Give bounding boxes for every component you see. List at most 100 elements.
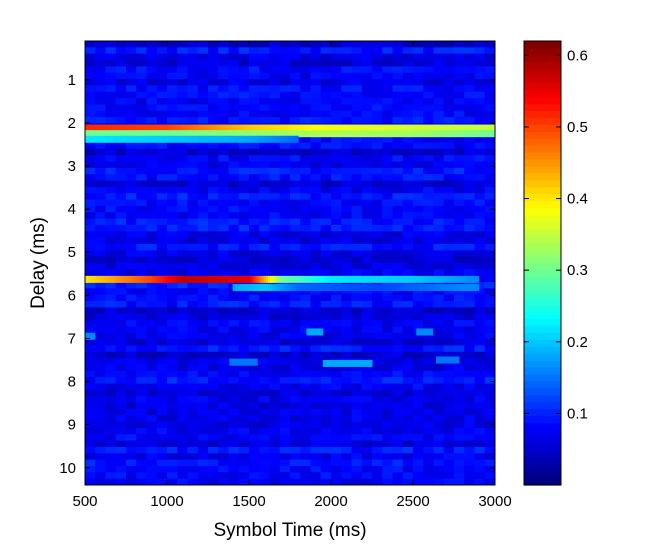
heatmap-cell: [269, 396, 281, 404]
heatmap-cell: [146, 167, 158, 175]
heatmap-cell: [392, 243, 404, 251]
heatmap-cell: [259, 434, 271, 442]
heatmap-cell: [392, 339, 404, 347]
heatmap-cell: [433, 307, 445, 315]
heatmap-cell: [331, 256, 342, 264]
feature-segment: [427, 124, 430, 132]
heatmap-cell: [279, 370, 291, 378]
heatmap-cell: [341, 301, 353, 308]
feature-segment: [449, 275, 452, 283]
heatmap-cell: [474, 478, 486, 485]
feature-segment: [266, 284, 269, 292]
heatmap-cell: [187, 91, 199, 99]
heatmap-cell: [187, 402, 199, 410]
heatmap-cell: [433, 389, 445, 397]
heatmap-cell: [454, 307, 465, 315]
feature-segment: [124, 124, 127, 132]
heatmap-cell: [156, 85, 168, 93]
feature-segment: [236, 275, 240, 283]
heatmap-cell: [484, 60, 495, 67]
heatmap-cell: [341, 199, 353, 207]
heatmap-cell: [279, 453, 291, 461]
heatmap-cell: [484, 320, 495, 328]
feature-segment: [243, 358, 246, 366]
heatmap-cell: [454, 389, 465, 397]
heatmap-cell: [392, 218, 404, 226]
heatmap-cell: [484, 345, 495, 353]
heatmap-cell: [464, 320, 476, 328]
feature-segment: [445, 124, 448, 132]
heatmap-cell: [259, 288, 271, 296]
heatmap-cell: [392, 237, 404, 245]
heatmap-cell: [95, 256, 107, 264]
feature-spot-a: [306, 328, 324, 336]
heatmap-cell: [167, 224, 178, 232]
heatmap-cell: [320, 459, 332, 467]
heatmap-cell: [177, 440, 189, 448]
feature-segment: [262, 284, 265, 292]
heatmap-cell: [310, 41, 322, 48]
heatmap-cell: [331, 53, 342, 61]
feature-segment: [317, 124, 320, 132]
heatmap-cell: [433, 440, 445, 448]
feature-segment: [241, 358, 244, 366]
feature-segment: [454, 284, 458, 292]
heatmap-cell: [218, 358, 230, 366]
heatmap-cell: [402, 351, 414, 359]
feature-segment: [271, 275, 275, 283]
heatmap-cell: [361, 91, 373, 99]
heatmap-cell: [413, 250, 424, 258]
feature-segment: [329, 130, 332, 138]
feature-segment: [140, 275, 143, 283]
feature-segment: [435, 275, 438, 283]
heatmap-cell: [443, 440, 455, 448]
heatmap-cell: [443, 377, 455, 385]
heatmap-cell: [136, 459, 148, 467]
heatmap-cell: [208, 377, 219, 385]
feature-segment: [149, 124, 153, 132]
feature-segment: [354, 130, 358, 138]
heatmap-cell: [269, 377, 281, 385]
heatmap-cell: [454, 320, 465, 328]
heatmap-cell: [187, 313, 199, 321]
heatmap-cell: [85, 193, 96, 201]
feature-segment: [92, 135, 96, 143]
heatmap-cell: [126, 161, 137, 169]
heatmap-cell: [249, 60, 260, 67]
heatmap-cell: [433, 364, 445, 372]
heatmap-cell: [177, 459, 189, 467]
feature-segment: [232, 275, 236, 283]
feature-segment: [273, 130, 277, 138]
heatmap-cell: [177, 269, 189, 277]
heatmap-cell: [115, 263, 127, 270]
feature-segment: [445, 284, 448, 292]
heatmap-cell: [474, 60, 486, 67]
feature-segment: [323, 124, 326, 132]
heatmap-cell: [249, 320, 260, 328]
feature-segment: [437, 356, 441, 364]
heatmap-cell: [464, 142, 476, 150]
heatmap-cell: [105, 396, 117, 404]
heatmap-cell: [484, 377, 495, 385]
feature-segment: [100, 275, 104, 283]
heatmap-cell: [167, 326, 178, 334]
heatmap-cell: [382, 110, 394, 118]
feature-segment: [205, 135, 208, 143]
feature-segment: [332, 130, 336, 138]
heatmap-cell: [197, 339, 209, 347]
heatmap-cell: [300, 453, 312, 461]
heatmap-cell: [167, 243, 178, 251]
heatmap-cell: [218, 282, 230, 289]
heatmap-cell: [238, 256, 250, 264]
heatmap-cell: [413, 205, 424, 213]
feature-segment: [256, 135, 259, 143]
heatmap-cell: [443, 142, 455, 150]
feature-segment: [356, 359, 359, 367]
feature-segment: [376, 124, 379, 132]
colorbar-tick-label: 0.1: [567, 405, 588, 422]
heatmap-cell: [249, 351, 260, 359]
feature-segment: [136, 130, 139, 138]
feature-segment: [98, 135, 102, 143]
feature-segment: [484, 130, 487, 138]
heatmap-cell: [300, 332, 312, 340]
